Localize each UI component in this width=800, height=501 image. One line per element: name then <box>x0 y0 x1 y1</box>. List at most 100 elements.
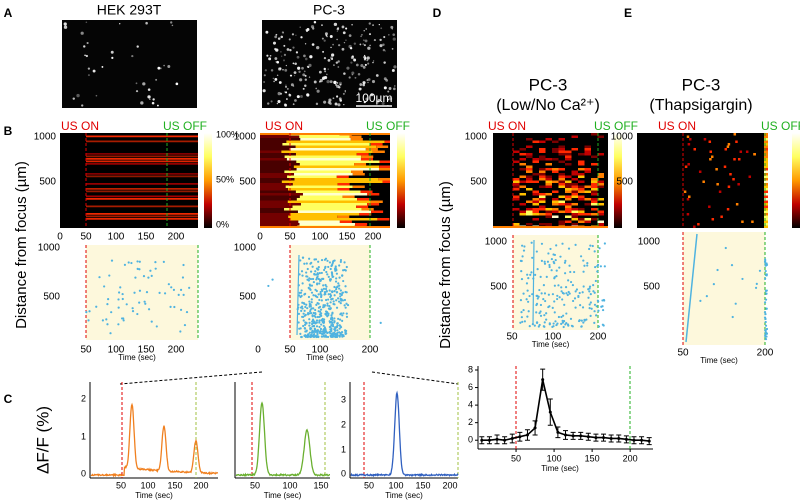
heatmap-cell <box>552 200 559 203</box>
heatmap-cell <box>764 200 768 203</box>
heatmap-cell <box>565 220 572 223</box>
heatmap-cell <box>597 153 604 156</box>
event-dot <box>335 299 338 302</box>
heatmap-cell <box>597 185 604 188</box>
x-tick-label: 200 <box>623 453 638 463</box>
heatmap-cell <box>355 223 368 226</box>
event-dot <box>313 273 316 276</box>
heatmap-cell <box>571 223 578 226</box>
heatmap-cell <box>526 208 533 211</box>
event-dot <box>118 291 121 294</box>
event-dot <box>758 269 762 272</box>
cell-spot <box>348 44 352 49</box>
event-dot <box>601 305 604 308</box>
event-dot <box>344 290 347 294</box>
cell-spot <box>354 76 357 79</box>
heatmap-cell <box>539 168 546 171</box>
y-tick-label: 0 <box>81 468 86 478</box>
heatmap-cell <box>532 198 539 201</box>
heatmap-cell <box>519 153 526 156</box>
cell-spot <box>313 80 317 84</box>
event-dot <box>538 288 541 292</box>
event-dot <box>331 319 334 322</box>
event-dot <box>521 255 524 258</box>
heatmap-cell <box>571 188 578 191</box>
heatmap-cell <box>545 208 552 211</box>
heatmap-cell <box>513 223 520 226</box>
y-tick-label: 8 <box>468 364 473 374</box>
event-dot <box>574 306 577 309</box>
heatmap-cell <box>764 155 768 158</box>
heatmap-cell <box>299 135 350 138</box>
event-dot <box>537 295 540 298</box>
event-dot <box>301 307 304 310</box>
event-dot <box>338 327 341 330</box>
event-dot <box>136 267 139 271</box>
heatmap-cell <box>260 175 288 178</box>
event-dot <box>182 293 185 296</box>
event-dot <box>588 303 591 306</box>
cell-spot <box>265 30 269 34</box>
heatmap-cell <box>526 165 533 168</box>
cell-spot <box>83 45 86 48</box>
event-dot <box>549 247 552 251</box>
heatmap-cell <box>337 188 350 191</box>
cell-spot <box>359 43 362 46</box>
cell-spot <box>360 35 362 38</box>
event-dot <box>558 296 561 299</box>
event-dot <box>110 311 113 314</box>
event-dot <box>311 320 314 323</box>
heatmap-cell <box>513 183 520 186</box>
event-dot <box>345 312 348 315</box>
event-dot <box>188 286 191 289</box>
heatmap-cell <box>558 178 565 181</box>
heatmap-cell <box>733 133 737 136</box>
event-dot <box>555 323 558 327</box>
event-dot <box>339 295 342 298</box>
heatmap-cell <box>687 163 690 166</box>
heatmap-cell <box>584 145 591 148</box>
event-dot <box>117 306 120 309</box>
cell-spot <box>312 27 315 30</box>
heatmap-cell <box>764 208 768 211</box>
heatmap-cell <box>545 193 552 196</box>
heatmap-cell <box>558 183 565 186</box>
heatmap-cell <box>764 190 768 193</box>
heatmap-cell <box>352 185 365 188</box>
heatmap-cell <box>764 205 768 208</box>
heatmap-cell <box>729 173 732 176</box>
cell-spot <box>280 55 283 57</box>
event-dot <box>531 256 534 259</box>
event-dot <box>560 322 563 325</box>
event-dot <box>335 272 338 275</box>
x-tick-label: 150 <box>167 480 182 490</box>
event-dot <box>519 259 522 262</box>
cell-spot <box>344 91 346 93</box>
heatmap-cell <box>558 200 565 203</box>
heatmap-cell <box>764 223 768 226</box>
cell-spot <box>359 83 363 86</box>
event-dot <box>530 271 533 274</box>
heatmap-cell <box>584 218 591 221</box>
cell-spot <box>175 82 179 86</box>
mean-point <box>571 434 575 438</box>
cell-spot <box>72 97 75 100</box>
event-dot <box>556 294 559 297</box>
cell-spot <box>95 94 98 97</box>
cell-spot <box>342 31 346 35</box>
cell-spot <box>368 22 371 25</box>
heatmap-cell <box>558 195 565 198</box>
cell-spot <box>296 95 300 99</box>
cell-spot <box>274 57 278 60</box>
heatmap-cell <box>384 140 390 143</box>
heatmap-cell <box>558 173 565 176</box>
event-dot <box>333 294 336 297</box>
event-dot <box>564 323 567 326</box>
event-dot <box>328 325 331 329</box>
heatmap-cell <box>260 165 294 168</box>
heatmap-cell <box>764 183 768 186</box>
cell-spot <box>333 22 338 27</box>
heatmap-cell <box>260 183 293 186</box>
event-dot <box>342 279 345 283</box>
